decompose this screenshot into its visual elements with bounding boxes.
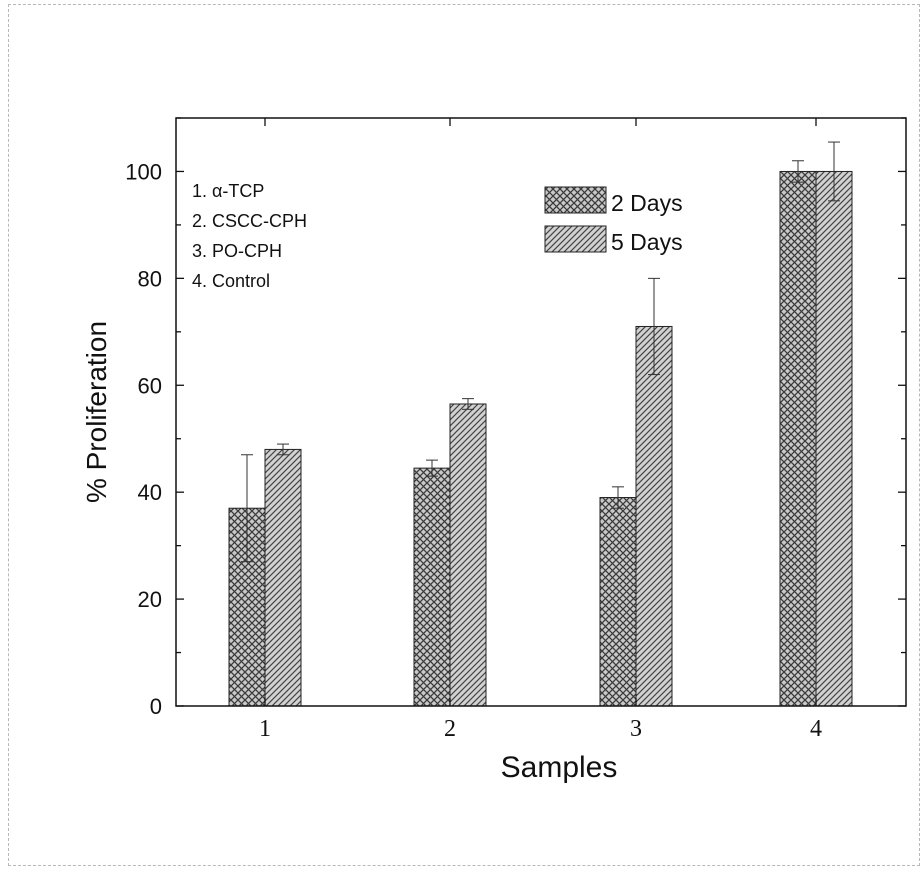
x-tick-label: 3 — [630, 716, 642, 742]
bar-5-days-sample-1 — [265, 449, 301, 706]
error-bars-layer — [241, 142, 840, 562]
x-tick-label: 2 — [444, 716, 456, 742]
sample-key-line: 1. α-TCP — [192, 181, 264, 201]
bar-2-days-sample-4 — [780, 171, 816, 706]
y-tick-label: 20 — [138, 587, 162, 612]
bar-5-days-sample-3 — [636, 326, 672, 706]
bar-5-days-sample-2 — [450, 404, 486, 706]
legend-label-2-days: 2 Days — [611, 190, 683, 216]
bar-2-days-sample-2 — [414, 468, 450, 706]
bars-layer — [229, 171, 852, 706]
y-tick-label: 80 — [138, 266, 162, 291]
y-tick-label: 0 — [150, 694, 162, 719]
legend-swatch-5-days — [545, 226, 606, 252]
legend-swatch-2-days — [545, 187, 606, 213]
sample-key-line: 2. CSCC-CPH — [192, 211, 307, 231]
sample-key: 1. α-TCP 2. CSCC-CPH 3. PO-CPH 4. Contro… — [192, 181, 307, 291]
y-tick-label: 40 — [138, 480, 162, 505]
bar-5-days-sample-4 — [816, 171, 852, 706]
legend-label-5-days: 5 Days — [611, 229, 683, 255]
legend: 2 Days 5 Days — [545, 187, 683, 255]
y-tick-label: 60 — [138, 373, 162, 398]
sample-key-line: 4. Control — [192, 271, 270, 291]
x-axis-label: Samples — [501, 751, 618, 784]
y-axis-label: % Proliferation — [81, 321, 112, 503]
bar-2-days-sample-3 — [600, 498, 636, 706]
x-tick-label: 1 — [259, 716, 271, 742]
sample-key-line: 3. PO-CPH — [192, 241, 282, 261]
y-tick-label: 100 — [125, 159, 162, 184]
x-tick-label: 4 — [810, 716, 822, 742]
x-axis: 1 2 3 4 — [259, 118, 822, 742]
